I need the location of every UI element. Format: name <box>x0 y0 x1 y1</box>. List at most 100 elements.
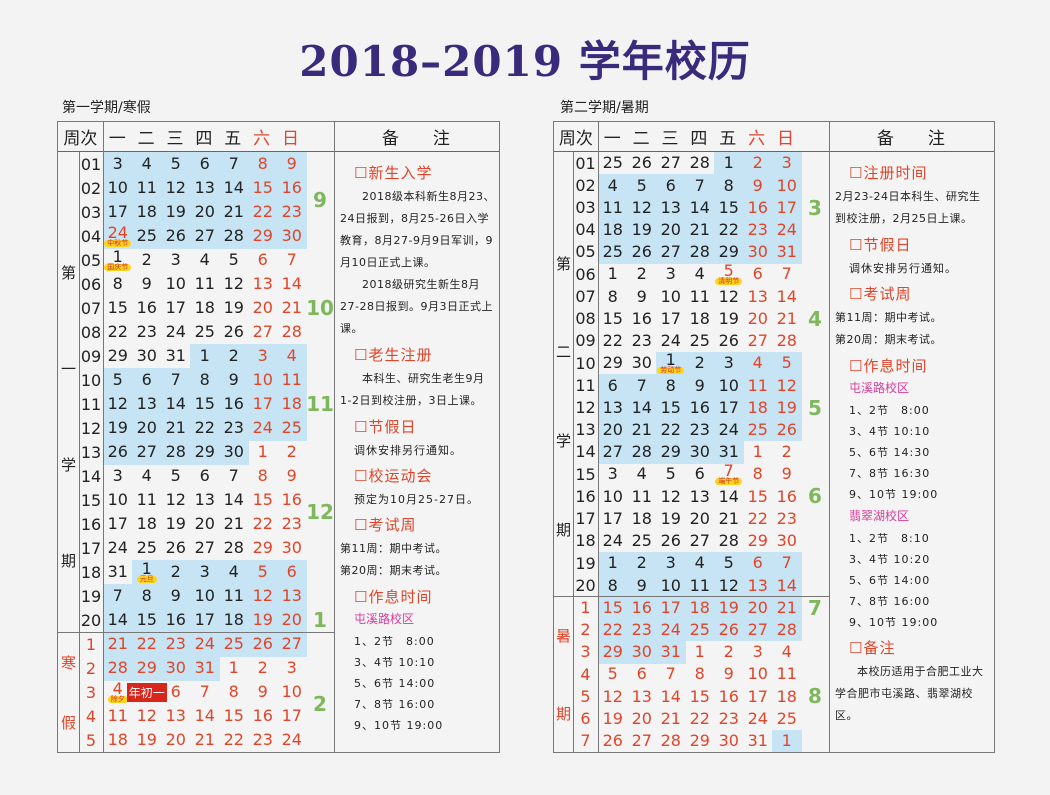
date-number: 28 <box>689 242 710 262</box>
date-number: 1 <box>607 553 618 573</box>
date-number: 13 <box>689 486 710 506</box>
date-number: 22 <box>252 202 273 222</box>
date-cell: 22 <box>598 618 628 642</box>
date-number: 31 <box>660 642 681 662</box>
date-number: 9 <box>636 575 647 595</box>
date-number: 17 <box>281 706 302 726</box>
date-cell: 21 <box>656 708 686 731</box>
date-cell: 6 <box>132 368 162 393</box>
notes-text: 5、6节 14:30 <box>849 446 931 459</box>
date-cell: 28 <box>103 656 133 681</box>
date-number: 5 <box>112 370 123 390</box>
date-number: 2 <box>141 250 152 270</box>
date-number: 21 <box>718 508 739 528</box>
date-cell: 26 <box>103 440 133 465</box>
notes-heading: ☐考试周 <box>354 516 417 534</box>
date-cell: 7 端午节 <box>714 462 744 486</box>
date-number: 16 <box>631 308 652 328</box>
date-cell: 23 <box>743 218 773 242</box>
date-number: 25 <box>136 538 157 558</box>
date-number: 1 <box>781 731 792 751</box>
date-number: 8 <box>607 575 618 595</box>
date-number: 14 <box>631 397 652 417</box>
date-cell: 7 <box>277 248 307 273</box>
date-number: 8 <box>257 154 268 174</box>
header-day: 四 <box>690 129 708 149</box>
date-cell: 8 <box>598 285 628 308</box>
date-cell: 26 <box>627 240 657 264</box>
date-number: 1 <box>723 153 734 173</box>
date-cell: 6 <box>277 560 307 585</box>
date-cell: 25 <box>132 536 162 561</box>
date-cell: 18 <box>277 392 307 417</box>
date-number: 2 <box>723 642 734 662</box>
date-cell: 26 <box>772 418 802 442</box>
date-number: 3 <box>781 153 792 173</box>
date-number: 14 <box>689 197 710 217</box>
date-number: 22 <box>689 708 710 728</box>
date-cell: 12 <box>598 685 628 708</box>
week-number: 02 <box>575 175 596 195</box>
date-cell: 12 <box>161 488 191 513</box>
date-number: 20 <box>136 418 157 438</box>
date-cell: 28 <box>714 530 744 553</box>
date-cell: 20 <box>627 708 657 731</box>
date-number: 15 <box>223 706 244 726</box>
week-number: 10 <box>80 370 102 390</box>
date-number: 29 <box>194 442 215 462</box>
date-number: 14 <box>107 610 128 630</box>
date-cell: 27 <box>190 536 220 561</box>
date-cell: 23 <box>277 200 307 225</box>
break-label: 寒假 <box>58 632 79 752</box>
date-number: 26 <box>165 226 186 246</box>
date-number: 6 <box>170 682 181 702</box>
date-number: 12 <box>165 490 186 510</box>
date-number: 24 <box>194 634 215 654</box>
date-number: 21 <box>223 202 244 222</box>
date-cell: 17 <box>656 596 686 620</box>
notes-text: 3、4节 10:20 <box>849 553 931 566</box>
date-number: 13 <box>747 286 768 306</box>
date-cell: 12 <box>161 176 191 201</box>
date-cell: 23 <box>132 320 162 345</box>
month-number: 4 <box>808 306 822 331</box>
date-number: 21 <box>165 418 186 438</box>
date-number: 18 <box>776 686 797 706</box>
date-cell: 2 <box>714 641 744 664</box>
date-number: 20 <box>281 610 302 630</box>
date-number: 19 <box>718 597 739 617</box>
date-cell: 5 <box>219 248 249 273</box>
date-number: 30 <box>631 353 652 373</box>
date-number: 13 <box>194 490 215 510</box>
semester2-label: 第二学期/暑期 <box>560 100 649 116</box>
date-number: 21 <box>689 220 710 240</box>
date-cell: 15 <box>685 685 715 708</box>
term-label-char: 学 <box>60 455 76 474</box>
date-cell: 16 <box>772 485 802 508</box>
date-number: 23 <box>631 620 652 640</box>
date-number: 13 <box>602 397 623 417</box>
date-number: 22 <box>252 514 273 534</box>
date-cell: 18 <box>219 608 249 633</box>
notes-heading: ☐老生注册 <box>354 346 433 364</box>
date-cell: 17 <box>161 296 191 321</box>
date-number: 3 <box>112 154 123 174</box>
date-cell: 15 <box>248 488 278 513</box>
date-cell: 27 <box>248 320 278 345</box>
date-cell: 20 <box>743 596 773 620</box>
date-cell: 9 <box>277 152 307 177</box>
lunar-new-year-badge: 年初一 <box>126 682 167 702</box>
date-number: 8 <box>141 586 152 606</box>
header-week: 周次 <box>63 129 98 149</box>
notes-text: 2月23-24日本科生、研究生到校注册，2月25日上课。 <box>835 190 981 225</box>
date-cell: 25 <box>627 530 657 553</box>
date-cell: 25 <box>772 708 802 731</box>
date-number: 31 <box>194 658 215 678</box>
date-number: 5 <box>723 260 734 280</box>
date-cell: 5 <box>627 174 657 197</box>
header-day: 二 <box>137 129 155 149</box>
date-cell: 21 <box>714 508 744 531</box>
notes-text: 1、2节 8:10 <box>849 532 930 545</box>
date-cell: 31 <box>161 344 191 369</box>
date-cell: 20 <box>190 512 220 537</box>
